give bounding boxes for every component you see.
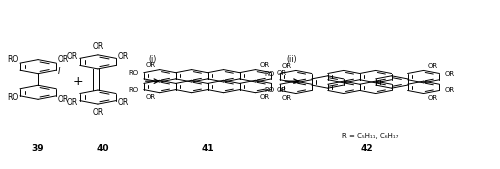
Text: (ii): (ii): [286, 55, 297, 64]
Text: OR: OR: [260, 62, 270, 68]
Text: 41: 41: [202, 144, 214, 153]
Text: OR: OR: [58, 95, 69, 104]
Text: 42: 42: [361, 144, 374, 153]
Text: RO: RO: [265, 70, 275, 77]
Text: OR: OR: [276, 70, 286, 76]
Text: RO: RO: [128, 87, 139, 93]
Text: OR: OR: [67, 98, 78, 107]
Text: RO: RO: [265, 87, 275, 93]
Text: RO: RO: [128, 70, 139, 76]
Text: OR: OR: [58, 55, 69, 64]
Text: OR: OR: [428, 63, 438, 69]
Text: OR: OR: [276, 87, 286, 93]
Text: OR: OR: [92, 108, 104, 117]
Text: OR: OR: [444, 70, 454, 77]
Text: R = C₅H₁₁, C₆H₁₇: R = C₅H₁₁, C₆H₁₇: [342, 134, 398, 139]
Text: OR: OR: [444, 87, 454, 93]
Text: OR: OR: [67, 52, 78, 61]
Text: (i): (i): [148, 55, 157, 64]
Text: 40: 40: [96, 144, 109, 153]
Text: OR: OR: [118, 52, 129, 61]
Text: +: +: [72, 75, 84, 88]
Text: OR: OR: [146, 62, 156, 68]
Text: OR: OR: [92, 42, 104, 51]
Text: RO: RO: [7, 93, 18, 102]
Text: OR: OR: [118, 98, 129, 107]
Text: OR: OR: [260, 94, 270, 100]
Text: OR: OR: [146, 94, 156, 100]
Text: OR: OR: [282, 63, 292, 69]
Text: RO: RO: [7, 55, 18, 64]
Text: OR: OR: [282, 95, 292, 101]
Text: I: I: [58, 67, 60, 76]
Text: OR: OR: [428, 95, 438, 101]
Text: 39: 39: [32, 144, 44, 153]
